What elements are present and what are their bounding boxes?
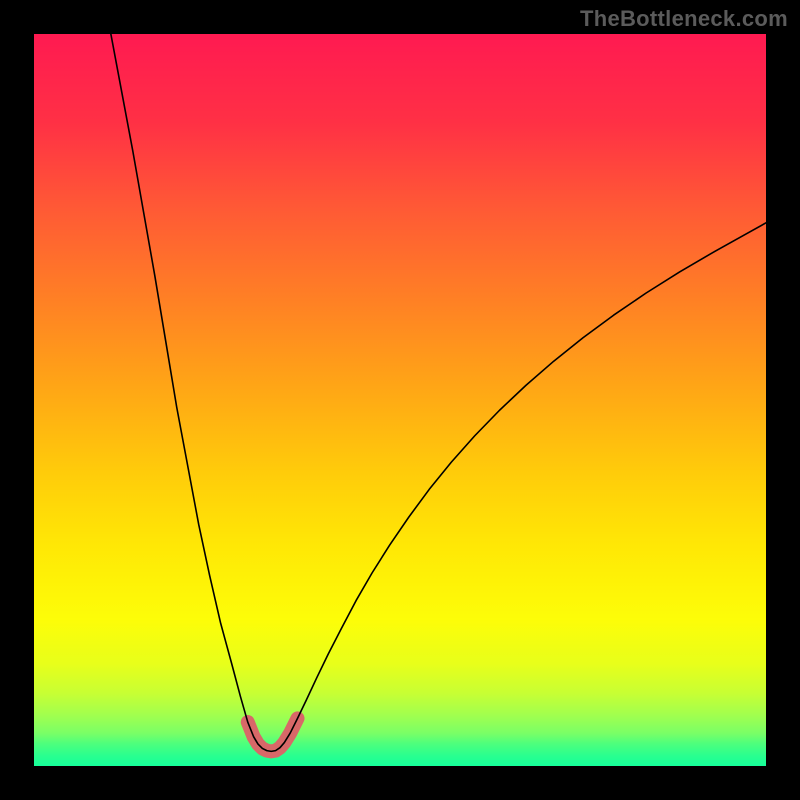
chart-frame: TheBottleneck.com: [0, 0, 800, 800]
chart-svg: [34, 34, 766, 766]
watermark-text: TheBottleneck.com: [580, 6, 788, 32]
gradient-background: [34, 34, 766, 766]
plot-area: [34, 34, 766, 766]
